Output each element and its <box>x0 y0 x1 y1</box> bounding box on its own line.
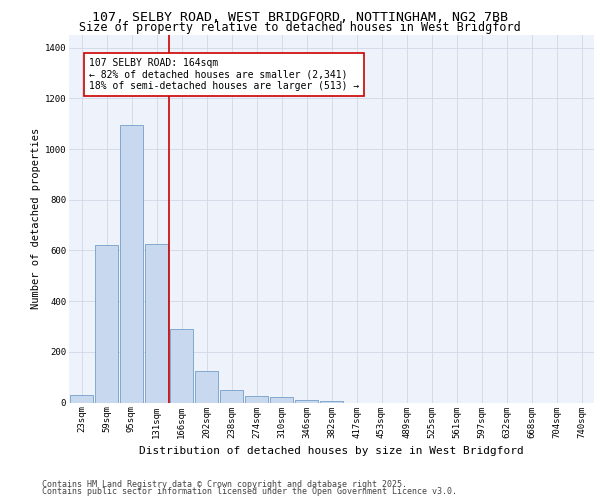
Bar <box>145 244 169 402</box>
Bar <box>170 329 193 402</box>
Text: Size of property relative to detached houses in West Bridgford: Size of property relative to detached ho… <box>79 21 521 34</box>
Bar <box>95 246 118 402</box>
Y-axis label: Number of detached properties: Number of detached properties <box>31 128 41 310</box>
Text: Contains public sector information licensed under the Open Government Licence v3: Contains public sector information licen… <box>42 488 457 496</box>
Bar <box>269 398 293 402</box>
X-axis label: Distribution of detached houses by size in West Bridgford: Distribution of detached houses by size … <box>139 446 524 456</box>
Bar <box>220 390 244 402</box>
Bar <box>320 401 343 402</box>
Text: 107 SELBY ROAD: 164sqm
← 82% of detached houses are smaller (2,341)
18% of semi-: 107 SELBY ROAD: 164sqm ← 82% of detached… <box>89 58 359 91</box>
Text: Contains HM Land Registry data © Crown copyright and database right 2025.: Contains HM Land Registry data © Crown c… <box>42 480 407 489</box>
Bar <box>245 396 268 402</box>
Text: 107, SELBY ROAD, WEST BRIDGFORD, NOTTINGHAM, NG2 7BB: 107, SELBY ROAD, WEST BRIDGFORD, NOTTING… <box>92 11 508 24</box>
Bar <box>119 125 143 402</box>
Bar <box>70 395 94 402</box>
Bar <box>295 400 319 402</box>
Bar <box>194 371 218 402</box>
